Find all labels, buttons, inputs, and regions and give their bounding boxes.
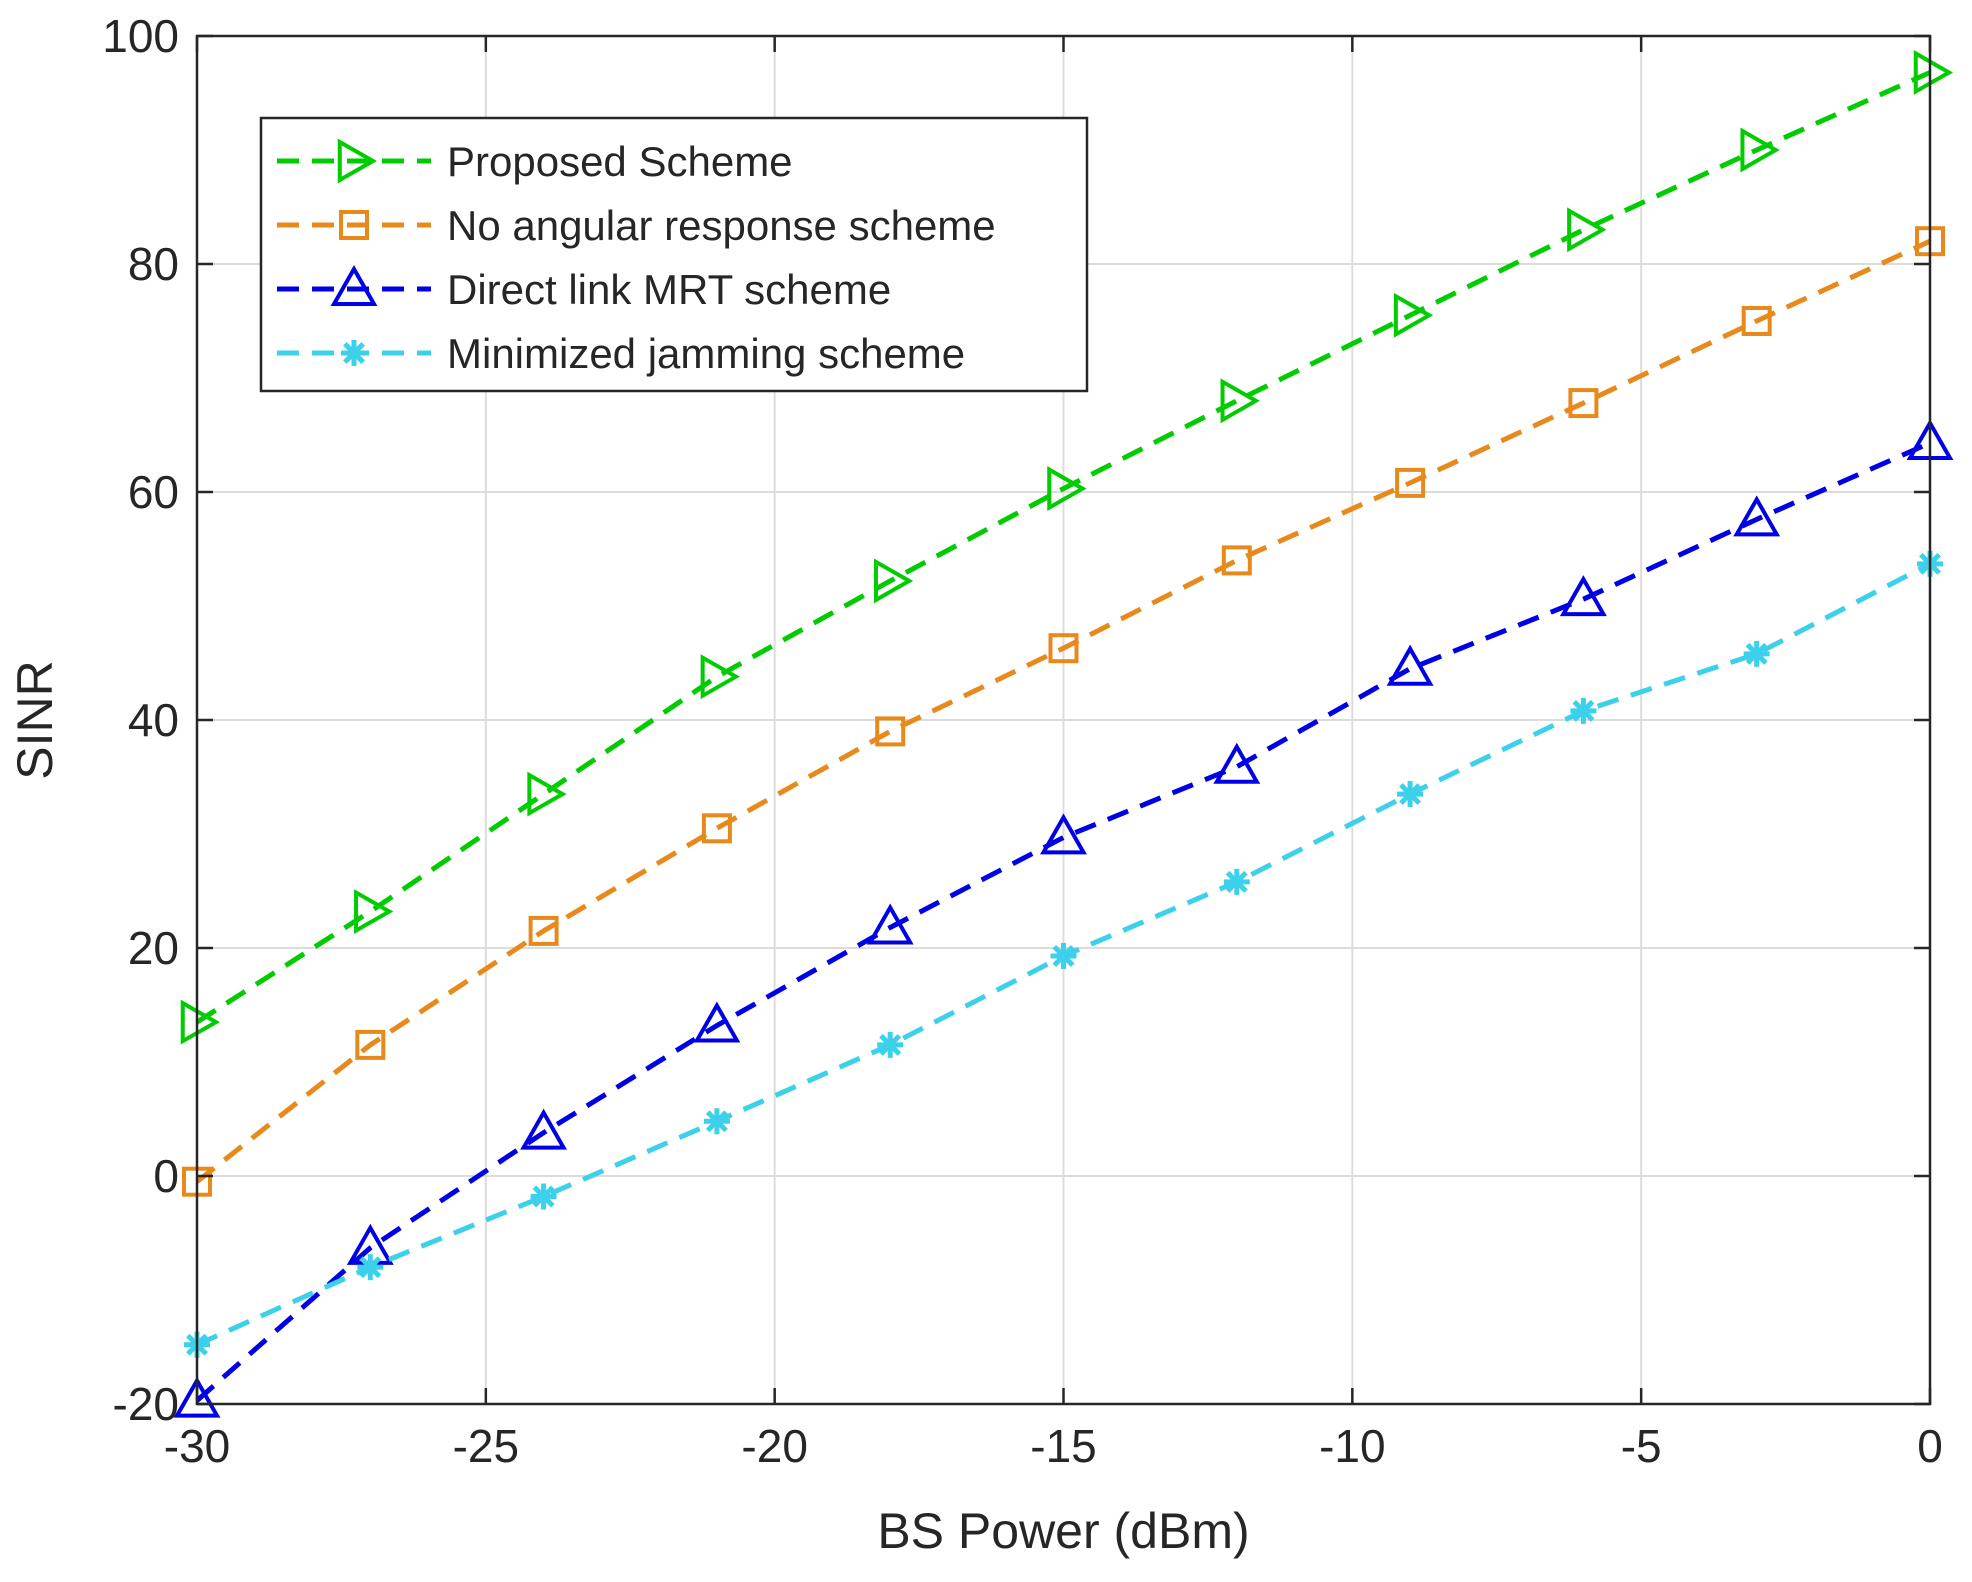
data-point-minimized-jamming-scheme	[1570, 697, 1597, 724]
x-tick-label: 0	[1917, 1420, 1943, 1472]
legend-label: Direct link MRT scheme	[447, 266, 891, 313]
data-point-no-angular-response-scheme	[875, 716, 906, 747]
asterisk-stroke	[1052, 945, 1075, 967]
series-line-no-angular-response-scheme	[195, 238, 1932, 1184]
x-tick-label: -15	[1030, 1420, 1096, 1472]
legend-marker	[339, 210, 369, 240]
legend-marker	[330, 264, 378, 306]
legend-label: No angular response scheme	[447, 202, 996, 249]
data-point-direct-link-mrt-scheme	[520, 1108, 568, 1150]
y-tick-label: 0	[153, 1150, 179, 1202]
legend-item-minimized-jamming-scheme: Minimized jamming scheme	[277, 330, 965, 377]
x-tick-label: -20	[741, 1420, 807, 1472]
x-tick-label: -25	[453, 1420, 519, 1472]
data-point-minimized-jamming-scheme	[1397, 781, 1424, 808]
series-layer	[173, 50, 1954, 1418]
data-point-minimized-jamming-scheme	[357, 1254, 384, 1281]
data-point-proposed-scheme	[1740, 127, 1780, 173]
data-point-direct-link-mrt-scheme	[693, 1001, 741, 1043]
y-tick-label: 60	[128, 466, 179, 518]
data-point-minimized-jamming-scheme	[1223, 868, 1250, 895]
asterisk-stroke	[1745, 642, 1768, 665]
legend-marker	[337, 138, 378, 184]
axis-ticks: -30 -25 -20 -15 -10 -5 0 -20 0 20 40 60 80 100	[102, 10, 1943, 1472]
data-point-no-angular-response-scheme	[1048, 633, 1079, 664]
data-point-direct-link-mrt-scheme	[1213, 742, 1261, 784]
data-point-no-angular-response-scheme	[1568, 388, 1599, 419]
asterisk-stroke	[1225, 870, 1248, 893]
series-proposed-scheme	[180, 50, 1954, 1045]
data-point-minimized-jamming-scheme	[1050, 942, 1077, 969]
data-point-direct-link-mrt-scheme	[1040, 813, 1087, 855]
x-tick-label: -10	[1319, 1420, 1385, 1472]
asterisk-stroke	[532, 1185, 555, 1208]
data-point-direct-link-mrt-scheme	[1733, 495, 1781, 537]
x-axis-label: BS Power (dBm)	[877, 1503, 1249, 1559]
data-point-minimized-jamming-scheme	[530, 1183, 557, 1210]
y-tick-label: 80	[128, 238, 179, 290]
y-tick-label: -20	[113, 1378, 179, 1430]
legend-label: Proposed Scheme	[447, 138, 793, 185]
legend-label: Minimized jamming scheme	[447, 330, 965, 377]
data-point-proposed-scheme	[527, 771, 567, 817]
data-point-direct-link-mrt-scheme	[173, 1376, 221, 1418]
series-line-proposed-scheme	[195, 70, 1932, 1025]
data-point-minimized-jamming-scheme	[877, 1031, 904, 1058]
y-tick-label: 100	[102, 10, 179, 62]
legend-item-direct-link-mrt-scheme: Direct link MRT scheme	[277, 264, 891, 313]
data-point-no-angular-response-scheme	[1395, 467, 1426, 498]
y-axis-label: SINR	[7, 660, 63, 779]
data-point-proposed-scheme	[873, 558, 914, 604]
data-point-proposed-scheme	[1913, 50, 1954, 95]
x-tick-label: -5	[1621, 1420, 1662, 1472]
legend: Proposed Scheme No angular response schem…	[259, 116, 1089, 393]
legend-marker	[341, 340, 367, 366]
y-tick-label: 20	[128, 922, 179, 974]
data-point-no-angular-response-scheme	[355, 1029, 386, 1060]
y-tick-label: 40	[128, 694, 179, 746]
data-point-proposed-scheme	[1393, 292, 1434, 338]
data-point-proposed-scheme	[700, 654, 740, 700]
asterisk-stroke	[1399, 783, 1422, 806]
data-point-no-angular-response-scheme	[528, 915, 559, 946]
data-point-no-angular-response-scheme	[1741, 306, 1772, 336]
x-tick-label: -30	[164, 1420, 230, 1472]
data-point-direct-link-mrt-scheme	[1386, 644, 1434, 686]
asterisk-stroke	[705, 1110, 728, 1133]
asterisk-stroke	[343, 342, 365, 364]
data-point-proposed-scheme	[1047, 466, 1087, 512]
data-point-no-angular-response-scheme	[1221, 545, 1252, 576]
data-point-proposed-scheme	[1220, 378, 1260, 424]
data-point-no-angular-response-scheme	[701, 813, 732, 844]
data-point-proposed-scheme	[1567, 207, 1607, 253]
data-point-minimized-jamming-scheme	[1743, 640, 1770, 667]
asterisk-stroke	[1572, 699, 1595, 722]
asterisk-stroke	[879, 1033, 902, 1056]
legend-item-no-angular-response-scheme: No angular response scheme	[277, 202, 996, 249]
data-point-minimized-jamming-scheme	[703, 1108, 730, 1135]
data-point-direct-link-mrt-scheme	[1559, 575, 1607, 617]
series-minimized-jamming-scheme	[184, 550, 1943, 1358]
asterisk-stroke	[359, 1256, 382, 1279]
legend-item-proposed-scheme: Proposed Scheme	[277, 138, 793, 185]
data-point-proposed-scheme	[354, 889, 394, 934]
series-line-direct-link-mrt-scheme	[195, 440, 1932, 1403]
data-point-direct-link-mrt-scheme	[866, 903, 914, 945]
data-point-proposed-scheme	[180, 999, 221, 1045]
